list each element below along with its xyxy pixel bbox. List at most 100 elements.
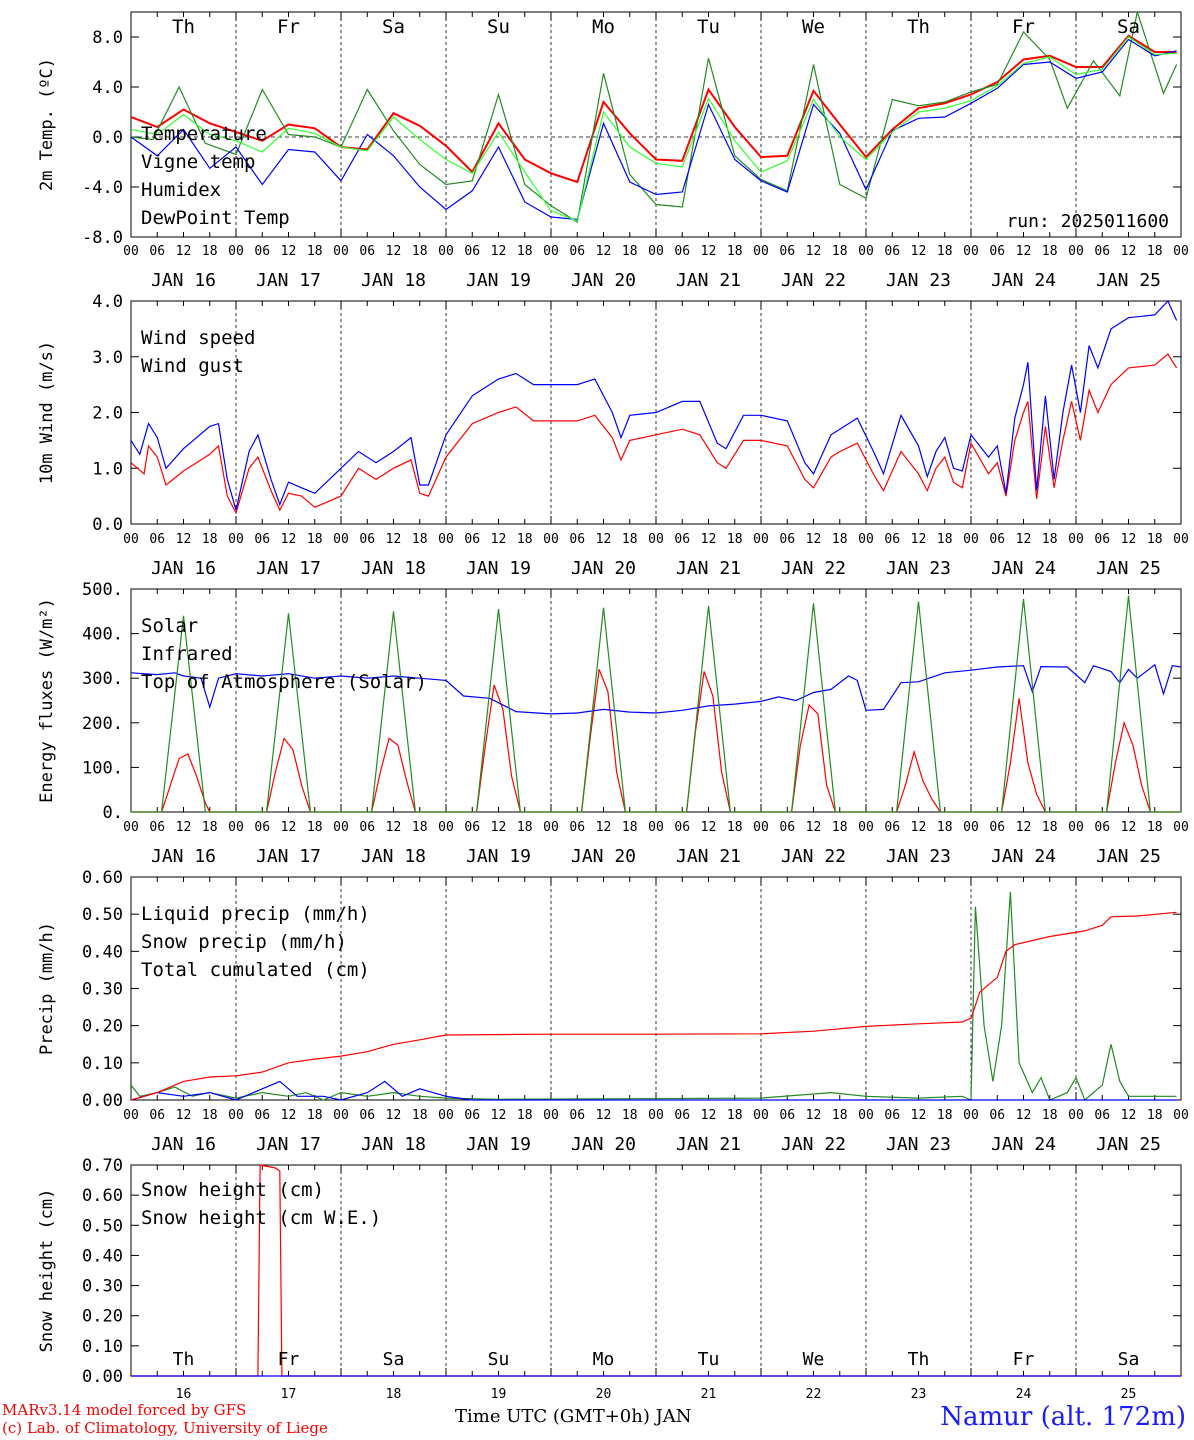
date-label: JAN 18 bbox=[361, 558, 426, 579]
hour-tick-label: 18 bbox=[517, 820, 533, 835]
hour-tick-label: 06 bbox=[779, 532, 795, 547]
hour-tick-label: 18 bbox=[937, 1108, 953, 1123]
chart-panel-2: 0.0 1.0 2.0 3.0 4.0 10m Wind (m/s) Wind speed W… bbox=[37, 292, 1189, 579]
hour-tick-label: 06 bbox=[569, 532, 585, 547]
hour-tick-label: 12 bbox=[281, 244, 297, 259]
date-label: JAN 24 bbox=[991, 1134, 1056, 1155]
date-label: JAN 23 bbox=[886, 270, 951, 291]
hour-tick-label: 18 bbox=[307, 820, 323, 835]
hour-tick-label: 06 bbox=[989, 244, 1005, 259]
hour-tick-label: 18 bbox=[832, 532, 848, 547]
hour-tick-label: 12 bbox=[806, 820, 822, 835]
y-axis-label: Snow height (cm) bbox=[37, 1189, 57, 1353]
series-line-2 bbox=[131, 300, 1178, 511]
hour-tick-label: 06 bbox=[359, 244, 375, 259]
weekday-label: Sa bbox=[1118, 1349, 1140, 1370]
weekday-label: Sa bbox=[382, 16, 405, 38]
hour-tick-label: 06 bbox=[989, 1108, 1005, 1123]
hour-tick-label: 00 bbox=[753, 244, 769, 259]
date-label: JAN 21 bbox=[676, 270, 741, 291]
date-label: JAN 16 bbox=[151, 1134, 216, 1155]
hour-tick-label: 18 bbox=[1042, 244, 1058, 259]
hour-tick-label: 12 bbox=[1016, 1108, 1032, 1123]
day-number-label: 23 bbox=[911, 1387, 927, 1402]
hour-tick-label: 12 bbox=[1121, 820, 1137, 835]
y-tick-label: 0.10 bbox=[82, 1337, 123, 1357]
hour-tick-label: 18 bbox=[937, 244, 953, 259]
date-label: JAN 17 bbox=[256, 1134, 321, 1155]
hour-tick-label: 00 bbox=[333, 244, 349, 259]
hour-tick-label: 18 bbox=[1147, 1108, 1163, 1123]
weekday-label: Su bbox=[488, 1349, 510, 1370]
hour-tick-label: 18 bbox=[1042, 820, 1058, 835]
hour-tick-label: 00 bbox=[753, 532, 769, 547]
hour-tick-label: 00 bbox=[648, 244, 664, 259]
hour-tick-label: 06 bbox=[779, 1108, 795, 1123]
hour-tick-label: 18 bbox=[727, 244, 743, 259]
day-number-label: 25 bbox=[1121, 1387, 1137, 1402]
hour-tick-label: 00 bbox=[543, 820, 559, 835]
hour-tick-label: 12 bbox=[701, 820, 717, 835]
hour-tick-label: 12 bbox=[1016, 244, 1032, 259]
hour-tick-label: 06 bbox=[989, 532, 1005, 547]
legend-entry: Infrared bbox=[141, 643, 233, 665]
hour-tick-label: 06 bbox=[1094, 532, 1110, 547]
hour-tick-label: 06 bbox=[1094, 820, 1110, 835]
hour-tick-label: 12 bbox=[911, 820, 927, 835]
hour-tick-label: 00 bbox=[963, 820, 979, 835]
weekday-label: Sa bbox=[383, 1349, 405, 1370]
y-tick-label: 0. bbox=[103, 803, 123, 823]
date-label: JAN 25 bbox=[1096, 558, 1161, 579]
hour-tick-label: 12 bbox=[1016, 820, 1032, 835]
hour-tick-label: 18 bbox=[1147, 532, 1163, 547]
weekday-label: Th bbox=[908, 1349, 930, 1370]
hour-tick-label: 06 bbox=[884, 244, 900, 259]
weekday-label: Fr bbox=[1013, 1349, 1035, 1370]
hour-tick-label: 00 bbox=[228, 532, 244, 547]
hour-tick-label: 12 bbox=[596, 1108, 612, 1123]
weekday-label: Th bbox=[173, 1349, 195, 1370]
hour-tick-label: 00 bbox=[648, 532, 664, 547]
credits-line-2: (c) Lab. of Climatology, University of L… bbox=[2, 1419, 328, 1437]
y-axis-label: Precip (mm/h) bbox=[37, 922, 57, 1055]
date-label: JAN 22 bbox=[781, 558, 846, 579]
date-label: JAN 24 bbox=[991, 846, 1056, 867]
hour-tick-label: 18 bbox=[832, 244, 848, 259]
hour-tick-label: 12 bbox=[911, 244, 927, 259]
plot-frame bbox=[130, 588, 1182, 813]
hour-tick-label: 06 bbox=[989, 820, 1005, 835]
hour-tick-label: 18 bbox=[832, 1108, 848, 1123]
chart-panel-4: 0.00 0.10 0.20 0.30 0.40 0.50 0.60 Precip (mm/h… bbox=[37, 868, 1189, 1155]
hour-tick-label: 12 bbox=[1121, 532, 1137, 547]
hour-tick-label: 12 bbox=[701, 244, 717, 259]
legend-entry: DewPoint Temp bbox=[141, 207, 290, 229]
hour-tick-label: 18 bbox=[202, 820, 218, 835]
hour-tick-label: 06 bbox=[254, 820, 270, 835]
hour-tick-label: 06 bbox=[149, 244, 165, 259]
hour-tick-label: 00 bbox=[648, 1108, 664, 1123]
date-label: JAN 22 bbox=[781, 1134, 846, 1155]
date-label: JAN 23 bbox=[886, 846, 951, 867]
hour-tick-label: 00 bbox=[438, 244, 454, 259]
y-tick-label: 0.60 bbox=[82, 1186, 123, 1206]
weekday-label: Th bbox=[172, 16, 195, 38]
y-tick-label: 0.30 bbox=[82, 980, 123, 1000]
hour-tick-label: 06 bbox=[674, 532, 690, 547]
legend-entry: Snow height (cm) bbox=[141, 1179, 324, 1201]
hour-tick-label: 06 bbox=[674, 244, 690, 259]
hour-tick-label: 12 bbox=[491, 820, 507, 835]
hour-tick-label: 06 bbox=[674, 820, 690, 835]
date-label: JAN 18 bbox=[361, 846, 426, 867]
hour-tick-label: 00 bbox=[333, 532, 349, 547]
hour-tick-label: 12 bbox=[596, 820, 612, 835]
date-label: JAN 16 bbox=[151, 558, 216, 579]
legend-entry: Vigne temp bbox=[141, 151, 255, 173]
hour-tick-label: 06 bbox=[779, 820, 795, 835]
date-label: JAN 22 bbox=[781, 846, 846, 867]
y-tick-label: 0.60 bbox=[82, 868, 123, 888]
hour-tick-label: 00 bbox=[858, 244, 874, 259]
hour-tick-label: 06 bbox=[779, 244, 795, 259]
hour-tick-label: 18 bbox=[937, 820, 953, 835]
y-tick-label: 0.00 bbox=[82, 1367, 123, 1387]
hour-tick-label: 06 bbox=[464, 532, 480, 547]
